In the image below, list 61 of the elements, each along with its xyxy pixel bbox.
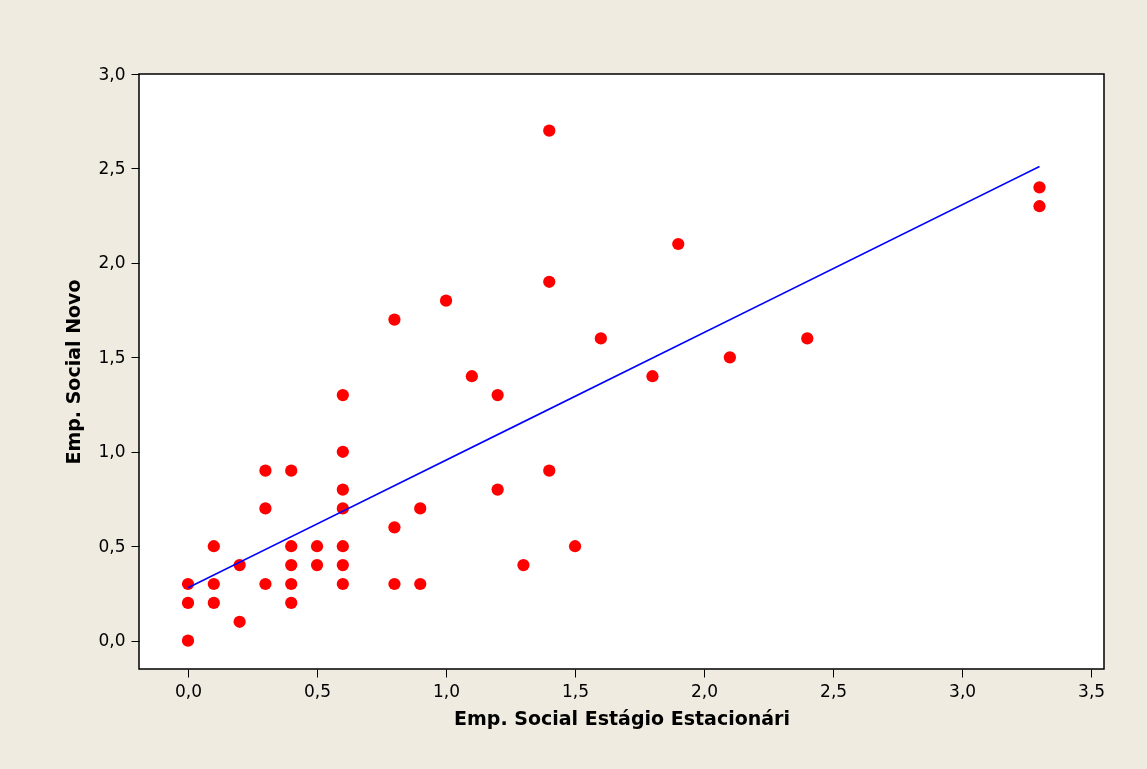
point bbox=[285, 559, 298, 572]
point bbox=[207, 596, 220, 609]
x-tick-label: 0,5 bbox=[304, 680, 332, 701]
x-tick-label: 0,0 bbox=[175, 680, 203, 701]
point bbox=[439, 294, 453, 307]
point bbox=[336, 389, 349, 402]
point bbox=[336, 483, 349, 496]
point bbox=[491, 389, 504, 402]
point bbox=[465, 370, 478, 383]
point bbox=[181, 634, 195, 647]
point bbox=[181, 596, 195, 609]
point bbox=[207, 540, 220, 553]
y-axis-title: Emp. Social Novo bbox=[62, 279, 85, 465]
y-tick-label: 3,0 bbox=[98, 63, 126, 84]
point bbox=[594, 332, 607, 345]
x-axis-title: Emp. Social Estágio Estacionári bbox=[454, 706, 790, 729]
point bbox=[336, 540, 349, 553]
point bbox=[388, 577, 401, 591]
point bbox=[1033, 181, 1046, 194]
point bbox=[672, 237, 685, 251]
point bbox=[259, 464, 272, 477]
point bbox=[388, 521, 401, 534]
x-tick-label: 2,0 bbox=[691, 680, 719, 701]
y-tick-label: 1,5 bbox=[98, 346, 126, 367]
y-tick-label: 0,0 bbox=[98, 630, 126, 651]
y-tick-label: 0,5 bbox=[98, 535, 126, 556]
point bbox=[723, 351, 736, 364]
point bbox=[285, 540, 298, 553]
point bbox=[336, 577, 349, 591]
point bbox=[285, 464, 298, 477]
point bbox=[285, 596, 298, 609]
point bbox=[233, 615, 246, 628]
point bbox=[414, 502, 427, 515]
point bbox=[259, 577, 272, 591]
point bbox=[414, 577, 427, 591]
y-tick-label: 2,5 bbox=[98, 157, 126, 178]
point bbox=[568, 540, 582, 553]
point bbox=[543, 124, 556, 137]
point bbox=[801, 332, 814, 345]
y-tick-label: 1,0 bbox=[98, 441, 126, 462]
point bbox=[285, 577, 298, 591]
point bbox=[336, 445, 349, 458]
y-tick-label: 2,0 bbox=[98, 252, 126, 273]
point bbox=[646, 370, 659, 383]
x-tick-label: 1,0 bbox=[433, 680, 461, 701]
point bbox=[1033, 200, 1046, 213]
point bbox=[491, 483, 504, 496]
x-tick-label: 2,5 bbox=[820, 680, 848, 701]
point bbox=[207, 577, 220, 591]
point bbox=[543, 275, 556, 288]
point bbox=[259, 502, 272, 515]
point bbox=[388, 313, 401, 326]
point bbox=[336, 559, 349, 572]
x-tick-label: 3,5 bbox=[1078, 680, 1106, 701]
point bbox=[517, 559, 530, 572]
x-tick-label: 1,5 bbox=[562, 680, 590, 701]
point bbox=[543, 464, 556, 477]
x-tick-label: 3,0 bbox=[949, 680, 977, 701]
point bbox=[310, 559, 324, 572]
point bbox=[310, 540, 324, 553]
point bbox=[181, 577, 195, 591]
